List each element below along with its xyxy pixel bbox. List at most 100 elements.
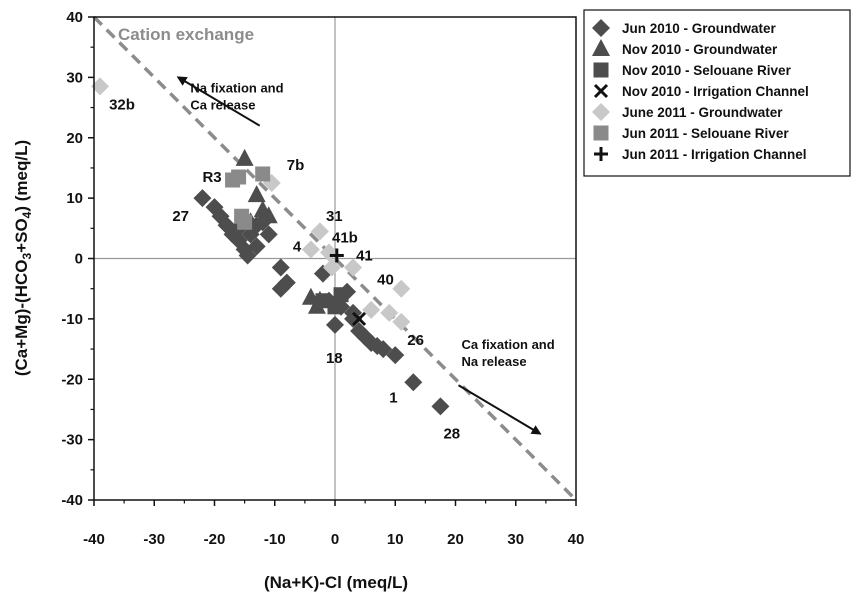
point-label-0: 32b [109,97,135,114]
data-point-s4-p0 [91,77,110,96]
x-tick-label-7: 30 [507,531,524,548]
annotation-1: Ca fixation and Na release [462,337,555,369]
y-tick-label-0: -40 [61,492,83,509]
data-point-s6-p0 [329,248,344,263]
data-point-s0-p14 [271,258,290,277]
legend-marker-5 [593,125,609,141]
x-tick-label-6: 20 [447,531,464,548]
legend-box [583,9,851,177]
series-3 [352,311,367,326]
annotation-0-line-0: Na fixation and [190,80,283,95]
x-tick-label-5: 10 [387,531,404,548]
y-axis-title: (Ca+Mg)-(HCO3+SO4) (meq/L) [12,140,34,376]
y-axis-title-part-1: 3 [20,253,34,260]
legend-marker-0 [592,19,610,37]
point-label-12: 28 [443,426,460,443]
legend-marker-1 [592,39,610,56]
data-point-s4-p2 [310,222,329,241]
legend-entry-1: Nov 2010 - Groundwater [622,42,778,57]
point-label-4: 31 [326,208,343,225]
y-tick-label-6: 20 [66,130,83,147]
y-tick-label-5: 10 [66,190,83,207]
x-tick-label-2: -20 [204,531,226,548]
y-axis-title-part-0: (Ca+Mg)-(HCO [12,260,31,377]
point-label-5: 41b [332,229,358,246]
x-tick-label-3: -10 [264,531,286,548]
data-point-s4-p9 [380,303,399,322]
point-label-6: 4 [293,238,302,255]
legend-entry-0: Jun 2010 - Groundwater [622,21,777,36]
data-point-s4-p7 [392,279,411,298]
y-tick-label-3: -10 [61,311,83,328]
data-point-s5-p2 [255,166,271,182]
data-point-s0-p8 [247,237,266,256]
data-point-s0-p28 [404,373,423,392]
legend-entry-3: Nov 2010 - Irrigation Channel [622,84,809,99]
data-point-s5-p1 [231,169,247,185]
data-point-s1-p1 [247,185,266,203]
data-point-s4-p3 [301,240,320,259]
point-label-2: 7b [287,157,305,174]
legend-marker-2 [593,62,609,78]
axes-layer: -40 -30 -20 -10 0 10 20 30 40 -40 -30 -20 -10 0 10 20 30… [61,9,584,548]
data-point-s3-p0-stroke-b [352,311,367,326]
point-label-1: R3 [202,169,221,186]
x-tick-label-4: 0 [331,531,339,548]
data-point-s0-p27 [386,346,405,365]
y-tick-label-4: 0 [75,251,83,268]
y-tick-label-2: -20 [61,371,83,388]
data-point-s4-p10 [392,312,411,331]
data-point-s0-p13 [259,225,278,244]
x-tick-label-1: -30 [143,531,165,548]
legend-marker-3 [593,83,609,99]
x-axis-title: (Na+K)-Cl (meq/L) [264,573,408,592]
data-point-s2-p0 [315,293,331,309]
y-axis-title-part-3: 4 [20,211,34,218]
legend-marker-3-stroke-b [593,83,609,99]
legend: Jun 2010 - Groundwater Nov 2010 - Groundw… [583,9,851,177]
point-label-8: 40 [377,272,394,289]
data-point-s1-p3 [259,206,278,224]
data-point-s0-p0 [193,189,212,208]
legend-marker-6 [594,147,608,161]
x-tick-label-0: -40 [83,531,105,548]
data-point-s5-p4 [237,214,253,230]
data-point-s0-p7 [238,246,257,265]
legend-entry-4: June 2011 - Groundwater [622,105,783,120]
data-point-s4-p8 [362,300,381,319]
x-tick-label-8: 40 [568,531,585,548]
series-2 [315,287,349,315]
y-tick-label-8: 40 [66,9,83,26]
y-tick-label-1: -30 [61,432,83,449]
point-label-3: 27 [172,208,189,225]
point-label-9: 26 [407,332,424,349]
annotation-1-line-0: Ca fixation and [462,337,555,352]
cation-exchange-line-layer: Cation exchange [92,15,578,502]
cation-exchange-label: Cation exchange [118,25,254,44]
data-point-s0-p19 [326,315,344,334]
annotation-1-line-1: Na release [462,354,527,369]
y-axis-title-part-2: +SO [12,218,31,253]
points-layer [91,77,450,416]
point-label-7: 41 [356,247,373,264]
series-5 [225,166,271,230]
legend-entry-5: Jun 2011 - Selouane River [622,126,789,141]
point-label-10: 18 [326,350,343,367]
data-point-s0-p26 [374,340,393,359]
data-point-s1-p0 [235,148,254,166]
annotation-arrow-1 [458,384,542,435]
y-tick-label-7: 30 [66,69,83,86]
annotation-arrow-0 [176,76,261,127]
data-point-s0-p29 [431,397,450,416]
data-point-s4-p5 [322,258,341,277]
legend-entry-6: Jun 2011 - Irrigation Channel [622,147,807,162]
point-label-11: 1 [389,389,397,406]
y-axis-title-part-4: ) (meq/L) [12,140,31,212]
legend-entry-2: Nov 2010 - Selouane River [622,63,792,78]
data-point-s4-p6 [344,258,363,277]
legend-marker-4 [592,103,610,121]
data-point-s2-p1 [327,299,343,315]
